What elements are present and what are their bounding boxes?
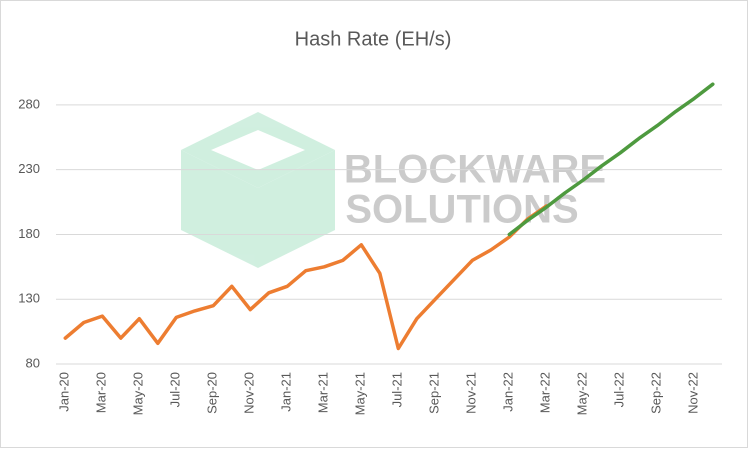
x-tick-label: Sep-20 — [205, 372, 220, 414]
x-tick-label: Nov-20 — [242, 372, 257, 414]
x-tick-label: Sep-21 — [427, 372, 442, 414]
x-tick-label: May-22 — [575, 372, 590, 415]
y-tick-label: 280 — [18, 96, 40, 111]
x-tick-label: Mar-21 — [316, 372, 331, 413]
y-tick-label: 130 — [18, 291, 40, 306]
x-tick-label: Nov-21 — [464, 372, 479, 414]
x-tick-label: Jul-22 — [612, 372, 627, 407]
x-tick-label: Mar-20 — [94, 372, 109, 413]
x-tick-label: May-20 — [131, 372, 146, 415]
y-tick-label: 80 — [26, 355, 40, 370]
y-tick-label: 180 — [18, 226, 40, 241]
watermark-logo — [181, 112, 335, 268]
x-tick-label: Jul-21 — [390, 372, 405, 407]
x-tick-label: Sep-22 — [649, 372, 664, 414]
x-tick-label: Jul-20 — [168, 372, 183, 407]
x-tick-label: Mar-22 — [538, 372, 553, 413]
x-tick-label: Jan-21 — [279, 372, 294, 412]
x-tick-label: Nov-22 — [686, 372, 701, 414]
y-tick-label: 230 — [18, 161, 40, 176]
x-tick-label: May-21 — [353, 372, 368, 415]
x-tick-label: Jan-22 — [501, 372, 516, 412]
series-line — [507, 82, 715, 237]
x-tick-label: Jan-20 — [57, 372, 72, 412]
chart-title: Hash Rate (EH/s) — [295, 28, 452, 50]
series-line — [63, 204, 549, 351]
